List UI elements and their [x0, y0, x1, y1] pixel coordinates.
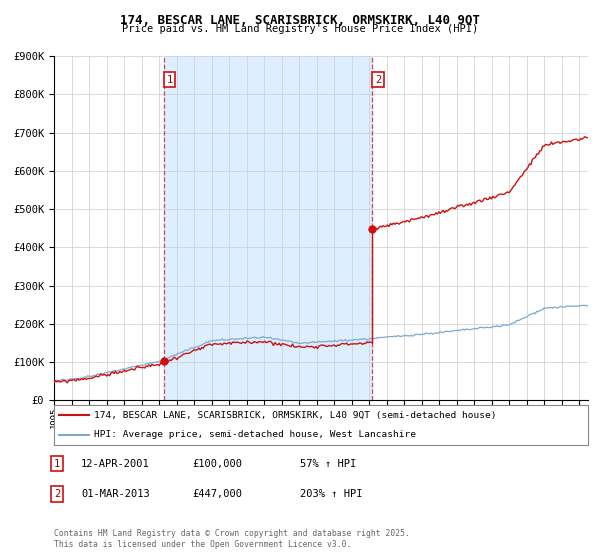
Text: 174, BESCAR LANE, SCARISBRICK, ORMSKIRK, L40 9QT: 174, BESCAR LANE, SCARISBRICK, ORMSKIRK,… — [120, 14, 480, 27]
Text: £447,000: £447,000 — [192, 489, 242, 499]
Text: HPI: Average price, semi-detached house, West Lancashire: HPI: Average price, semi-detached house,… — [94, 430, 416, 439]
Text: 57% ↑ HPI: 57% ↑ HPI — [300, 459, 356, 469]
Text: 1: 1 — [167, 75, 173, 85]
Bar — [164, 56, 372, 400]
Text: Contains HM Land Registry data © Crown copyright and database right 2025.
This d: Contains HM Land Registry data © Crown c… — [54, 529, 410, 549]
Text: 174, BESCAR LANE, SCARISBRICK, ORMSKIRK, L40 9QT (semi-detached house): 174, BESCAR LANE, SCARISBRICK, ORMSKIRK,… — [94, 411, 497, 420]
Text: 2: 2 — [375, 75, 381, 85]
Text: 203% ↑ HPI: 203% ↑ HPI — [300, 489, 362, 499]
Text: 1: 1 — [54, 459, 60, 469]
Text: £100,000: £100,000 — [192, 459, 242, 469]
Text: 01-MAR-2013: 01-MAR-2013 — [81, 489, 150, 499]
Text: 2: 2 — [54, 489, 60, 499]
Text: 12-APR-2001: 12-APR-2001 — [81, 459, 150, 469]
Text: Price paid vs. HM Land Registry's House Price Index (HPI): Price paid vs. HM Land Registry's House … — [122, 24, 478, 34]
